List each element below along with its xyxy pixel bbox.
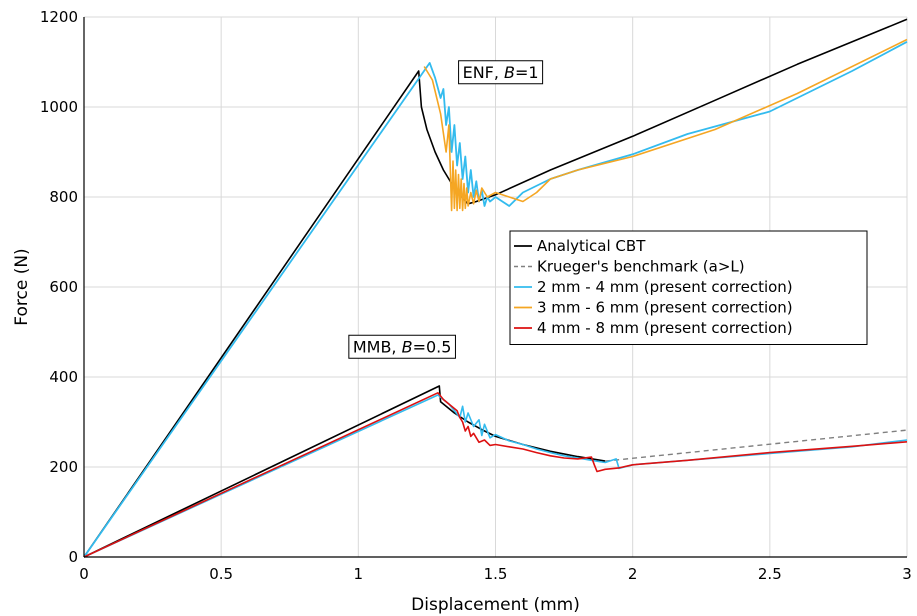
y-tick-label: 1200: [40, 8, 78, 26]
series-line-1: [83, 385, 606, 558]
annotation-variable: B: [504, 63, 515, 82]
legend-label-2: 2 mm - 4 mm (present correction): [537, 278, 793, 296]
annotation-box: [458, 60, 544, 85]
x-tick-label: 3: [902, 565, 912, 583]
x-axis-label: Displacement (mm): [411, 595, 580, 615]
annotation-prefix: ENF,: [463, 63, 504, 82]
legend-label-1: Krueger's benchmark (a>L): [537, 258, 745, 276]
y-tick-label: 600: [49, 278, 78, 296]
series-layer: [83, 18, 908, 558]
annotation-box: [348, 334, 456, 359]
series-line-6: [83, 391, 908, 558]
annotation-text: ENF, B=1: [463, 63, 539, 82]
legend-label-3: 3 mm - 6 mm (present correction): [537, 299, 793, 317]
y-tick-label: 800: [49, 188, 78, 206]
y-tick-label: 0: [68, 548, 78, 566]
annotation-suffix: =0.5: [413, 337, 452, 356]
x-tick-label: 0: [79, 565, 89, 583]
annotation-text: MMB, B=0.5: [353, 337, 452, 356]
legend: Analytical CBT Krueger's benchmark (a>L) 2…: [509, 230, 868, 345]
y-tick-label: 400: [49, 368, 78, 386]
y-tick-label: 200: [49, 458, 78, 476]
annotation-suffix: =1: [515, 63, 539, 82]
y-tick-label: 1000: [40, 98, 78, 116]
y-axis-label: Force (N): [12, 248, 32, 325]
axes: [83, 17, 907, 558]
annotation-variable: B: [402, 337, 413, 356]
x-tick-label: 1: [354, 565, 364, 583]
legend-label-4: 4 mm - 8 mm (present correction): [537, 319, 793, 337]
annotation-mmb: MMB, B=0.5: [348, 334, 456, 359]
annotation-enf: ENF, B=1: [458, 60, 544, 85]
legend-box: [509, 230, 868, 345]
x-tick-label: 0.5: [209, 565, 233, 583]
x-tick-label: 2: [628, 565, 638, 583]
legend-label-0: Analytical CBT: [537, 237, 646, 255]
series-line-2: [605, 429, 908, 462]
tick-labels: 0 0.5 1 1.5 2 2.5 3 0 200 400 600 800 1000 1200: [40, 8, 912, 583]
annotation-prefix: MMB,: [353, 337, 402, 356]
x-tick-label: 1.5: [484, 565, 508, 583]
series-line-5: [423, 38, 908, 212]
x-tick-label: 2.5: [758, 565, 782, 583]
